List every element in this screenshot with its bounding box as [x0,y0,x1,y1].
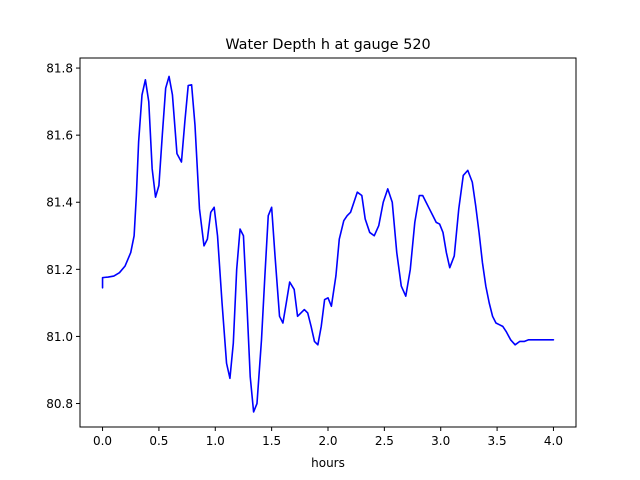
y-tick-label: 81.6 [46,129,73,143]
y-tick-label: 81.4 [46,196,73,210]
x-tick-label: 0.5 [149,434,168,448]
x-tick-label: 1.0 [206,434,225,448]
plot-area: 0.0 0.5 1.0 1.5 2.0 2.5 3.0 3.5 4.0 80.8 81.0 81.2 8… [46,57,577,448]
x-tick-label: 0.0 [93,434,112,448]
x-tick-label: 1.5 [262,434,281,448]
chart-title: Water Depth h at gauge 520 [225,37,430,53]
y-tick-label: 81.2 [46,263,73,277]
x-tick-label: 2.5 [375,434,394,448]
x-tick-label: 4.0 [544,434,563,448]
x-tick-label: 3.0 [431,434,450,448]
x-tick-label: 2.0 [318,434,337,448]
y-tick-label: 81.8 [46,62,73,76]
x-tick-label: 3.5 [488,434,507,448]
x-axis-label: hours [311,456,345,470]
series-line-0 [101,75,555,413]
y-tick-label: 81.0 [46,330,73,344]
y-tick-label: 80.8 [46,397,73,411]
